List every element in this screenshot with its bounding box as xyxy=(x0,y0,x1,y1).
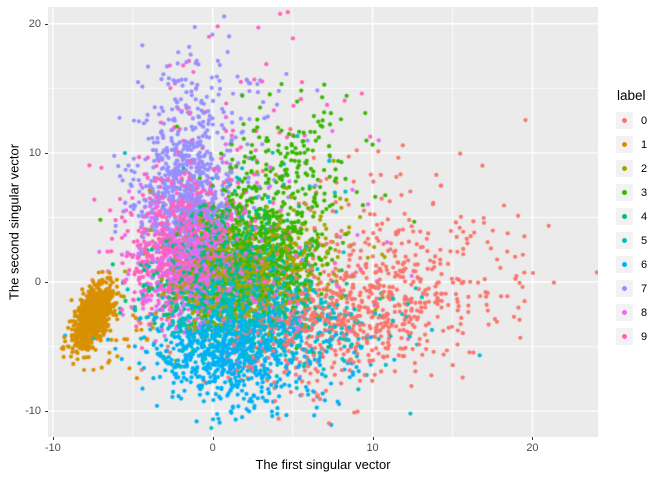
legend-item-label: 1 xyxy=(641,139,648,151)
legend-items: 0 1 2 3 4 5 6 7 8 9 xyxy=(616,112,648,345)
x-tick-mark xyxy=(372,437,374,440)
legend: label 0 1 2 3 4 5 6 7 8 9 xyxy=(616,88,648,352)
legend-key-swatch xyxy=(616,160,633,177)
legend-key-swatch xyxy=(616,328,633,345)
legend-point-icon xyxy=(622,118,628,124)
y-tick-label: 0 xyxy=(34,276,41,289)
legend-item-0: 0 xyxy=(616,112,648,129)
legend-item-8: 8 xyxy=(616,304,648,321)
legend-item-7: 7 xyxy=(616,280,648,297)
y-tick-mark xyxy=(45,411,48,413)
legend-item-label: 4 xyxy=(641,211,648,223)
legend-key-swatch xyxy=(616,232,633,249)
x-tick-mark xyxy=(212,437,214,440)
legend-point-icon xyxy=(622,334,628,340)
legend-item-6: 6 xyxy=(616,256,648,273)
y-tick-label: -10 xyxy=(25,405,41,418)
legend-point-icon xyxy=(622,190,628,196)
x-tick-mark xyxy=(52,437,54,440)
legend-point-icon xyxy=(622,310,628,316)
legend-item-label: 6 xyxy=(641,259,648,271)
legend-key-swatch xyxy=(616,184,633,201)
legend-item-1: 1 xyxy=(616,136,648,153)
y-tick-mark xyxy=(45,23,48,25)
x-tick-label: -10 xyxy=(44,442,61,454)
legend-item-4: 4 xyxy=(616,208,648,225)
x-tick-label: 20 xyxy=(526,442,539,454)
y-tick-mark xyxy=(45,152,48,154)
legend-item-label: 0 xyxy=(641,115,648,127)
legend-item-label: 8 xyxy=(641,307,648,319)
legend-item-5: 5 xyxy=(616,232,648,249)
y-tick-label: 20 xyxy=(28,17,41,30)
legend-key-swatch xyxy=(616,256,633,273)
x-tick-label: 0 xyxy=(209,442,216,454)
legend-key-swatch xyxy=(616,136,633,153)
plot-panel xyxy=(48,7,598,437)
legend-item-label: 7 xyxy=(641,283,648,295)
legend-item-label: 5 xyxy=(641,235,648,247)
legend-point-icon xyxy=(622,142,628,148)
legend-item-2: 2 xyxy=(616,160,648,177)
legend-point-icon xyxy=(622,262,628,268)
x-axis-title: The first singular vector xyxy=(255,457,391,472)
y-tick-mark xyxy=(45,282,48,284)
y-tick-label: 10 xyxy=(28,146,41,159)
legend-point-icon xyxy=(622,214,628,220)
legend-point-icon xyxy=(622,286,628,292)
legend-item-9: 9 xyxy=(616,328,648,345)
legend-item-3: 3 xyxy=(616,184,648,201)
legend-title: label xyxy=(617,88,646,103)
legend-item-label: 2 xyxy=(641,163,648,175)
scatter-canvas xyxy=(48,7,598,437)
legend-key-swatch xyxy=(616,112,633,129)
legend-key-swatch xyxy=(616,280,633,297)
x-tick-mark xyxy=(532,437,534,440)
legend-point-icon xyxy=(622,238,628,244)
x-tick-label: 10 xyxy=(366,442,379,454)
legend-point-icon xyxy=(622,166,628,172)
legend-item-label: 9 xyxy=(641,331,648,343)
legend-key-swatch xyxy=(616,304,633,321)
legend-key-swatch xyxy=(616,208,633,225)
legend-item-label: 3 xyxy=(641,187,648,199)
